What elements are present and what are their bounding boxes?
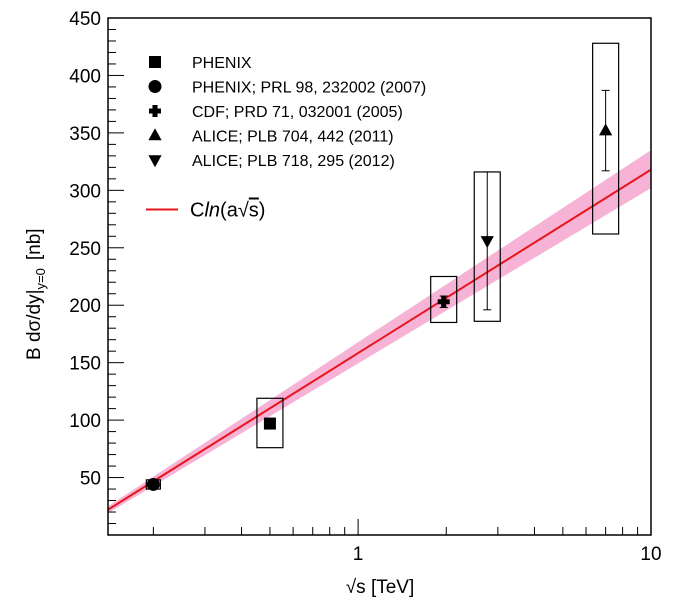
- series-3: [592, 42, 620, 235]
- y-axis-label-sub: y=0: [33, 268, 48, 289]
- fit-line-layer: [107, 168, 652, 511]
- legend-item: CDF; PRD 71, 032001 (2005): [149, 104, 403, 121]
- plot-frame: [107, 17, 652, 536]
- y-tick-label: 100: [69, 411, 101, 432]
- y-axis-label-unit: [nb]: [24, 228, 45, 260]
- legend-item: ALICE; PLB 704, 442 (2011): [148, 128, 394, 146]
- data-layer: [145, 42, 620, 491]
- legend-item: PHENIX: [149, 55, 252, 72]
- x-axis-label-unit: [TeV]: [366, 577, 415, 598]
- x-tick-label: 1: [353, 544, 364, 565]
- legend-label: PHENIX; PRL 98, 232002 (2007): [192, 80, 426, 97]
- axis-tick-labels: 50 100 150 200 250 300 350 400 450 1 10: [69, 9, 661, 565]
- y-axis-label: B dσ/dy|y=0 [nb]: [24, 228, 48, 360]
- y-tick-label: 350: [69, 124, 101, 145]
- y-tick-label: 250: [69, 239, 101, 260]
- legend-label: ALICE; PLB 718, 295 (2012): [192, 153, 395, 170]
- y-axis-label-main: B dσ/dy: [24, 294, 45, 360]
- series-2: [430, 275, 458, 324]
- y-axis-label-bar: |: [24, 289, 45, 294]
- legend-fit-label-part: s: [249, 200, 259, 222]
- fit-line: [107, 168, 652, 511]
- legend: PHENIX PHENIX; PRL 98, 232002 (2007) CDF; …: [146, 55, 426, 222]
- axis-ticks: [108, 17, 652, 535]
- legend-label: ALICE; PLB 704, 442 (2011): [192, 129, 394, 146]
- marker-circle: [146, 477, 160, 491]
- legend-item-fit: Cln(a√s): [146, 200, 265, 222]
- systematic-box: [592, 42, 620, 235]
- legend-item: ALICE; PLB 718, 295 (2012): [148, 153, 395, 170]
- y-tick-label: 50: [80, 469, 101, 490]
- marker-triangle-down: [480, 236, 494, 249]
- series-0: [256, 397, 284, 449]
- legend-item: PHENIX; PRL 98, 232002 (2007): [148, 80, 426, 97]
- marker-cross: [437, 295, 450, 308]
- legend-label: CDF; PRD 71, 032001 (2005): [192, 104, 403, 121]
- systematic-box: [430, 275, 458, 324]
- fit-uncertainty-band: [108, 150, 651, 514]
- series-1: [145, 477, 161, 491]
- y-tick-label: 200: [69, 296, 101, 317]
- systematic-box: [256, 397, 284, 449]
- series-4: [473, 171, 501, 322]
- y-tick-label: 400: [69, 66, 101, 87]
- marker-square: [263, 417, 276, 430]
- marker-circle: [148, 80, 162, 93]
- marker-cross: [149, 105, 161, 118]
- marker-triangle-up: [148, 128, 162, 141]
- marker-triangle-down: [148, 155, 162, 168]
- legend-fit-label-part: ln: [204, 200, 220, 222]
- y-tick-label: 150: [69, 354, 101, 375]
- y-tick-label: 300: [69, 181, 101, 202]
- legend-fit-label-part: ): [259, 200, 266, 222]
- marker-square: [149, 56, 161, 68]
- y-tick-label: 450: [69, 9, 101, 30]
- marker-triangle-up: [599, 123, 613, 136]
- legend-fit-label-part: (a√: [220, 200, 249, 222]
- fit-band-layer: [108, 150, 651, 514]
- legend-fit-label-part: C: [190, 200, 204, 222]
- legend-fit-label: Cln(a√s): [190, 200, 265, 222]
- x-axis-label: √s [TeV]: [346, 577, 415, 598]
- x-tick-label: 10: [640, 544, 661, 565]
- legend-label: PHENIX: [192, 55, 252, 72]
- x-axis-label-root: √s: [346, 577, 366, 598]
